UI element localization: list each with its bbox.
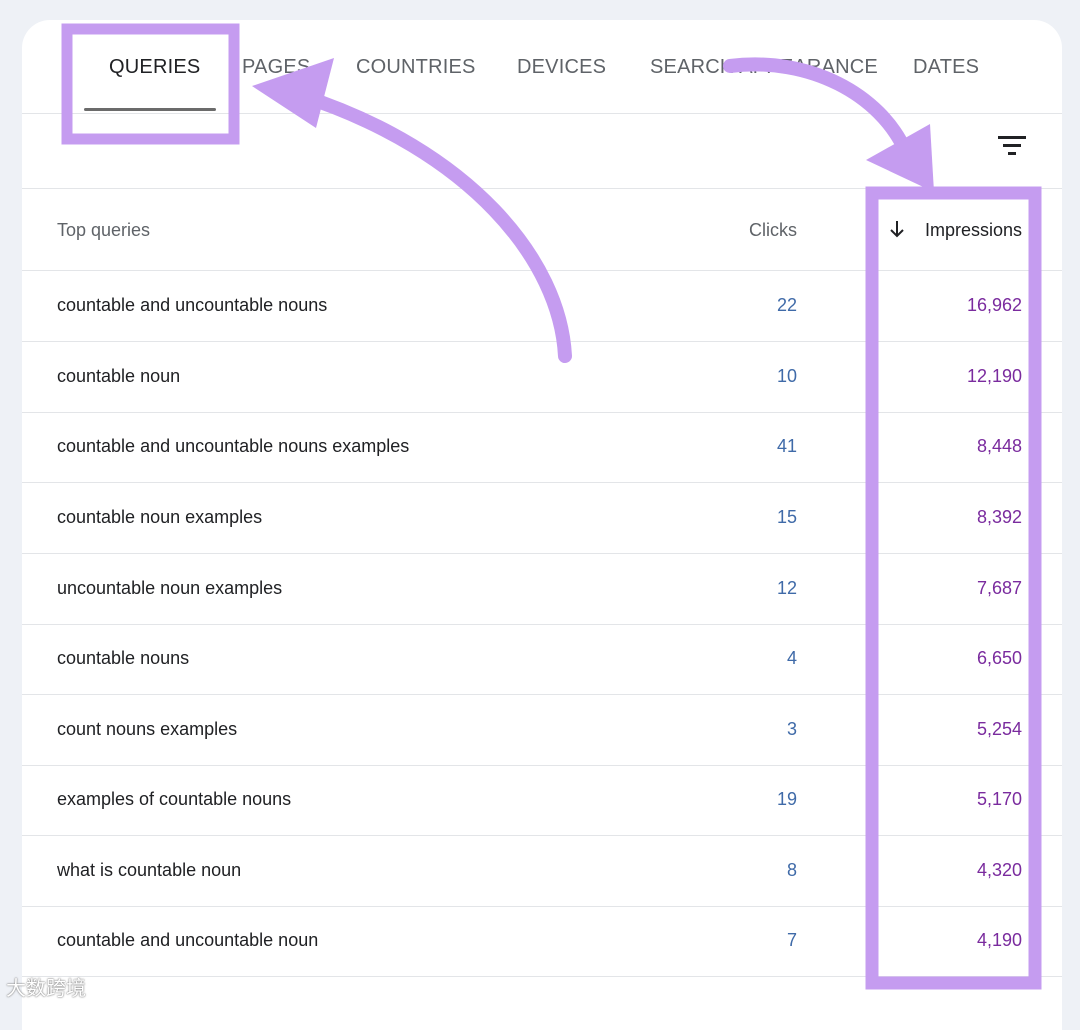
clicks-cell: 41 [776, 436, 797, 456]
arrow-down-icon[interactable] [887, 218, 907, 240]
tab-queries[interactable]: QUERIES [109, 56, 201, 78]
clicks-cell: 10 [776, 366, 797, 386]
table-row[interactable]: count nouns examples 3 5,254 [22, 695, 1062, 766]
impressions-cell: 16,962 [966, 295, 1022, 315]
clicks-cell: 8 [786, 860, 797, 880]
query-cell: countable and uncountable noun [57, 930, 319, 950]
query-cell: countable nouns [57, 648, 190, 668]
clicks-cell: 15 [776, 507, 797, 527]
filter-icon[interactable] [996, 132, 1028, 160]
impressions-cell: 7,687 [976, 578, 1022, 598]
clicks-cell: 19 [776, 789, 797, 809]
query-cell: uncountable noun examples [57, 578, 283, 598]
table-row[interactable]: countable noun examples 15 8,392 [22, 483, 1062, 554]
active-tab-indicator [84, 108, 216, 111]
column-header-clicks[interactable]: Clicks [749, 220, 797, 240]
watermark: 大数跨境 [6, 978, 86, 1000]
performance-report-card: QUERIES PAGES COUNTRIES DEVICES SEARCH A… [22, 20, 1062, 1030]
query-cell: countable noun examples [57, 507, 263, 527]
table-header: Top queries Clicks Impressions [22, 189, 1062, 271]
query-cell: countable noun [57, 366, 181, 386]
clicks-cell: 12 [776, 578, 797, 598]
impressions-cell: 8,392 [976, 507, 1022, 527]
tab-devices[interactable]: DEVICES [517, 56, 607, 78]
table-row[interactable]: examples of countable nouns 19 5,170 [22, 765, 1062, 836]
tab-dates[interactable]: DATES [913, 56, 980, 78]
impressions-cell: 5,254 [976, 719, 1022, 739]
table-row[interactable]: countable noun 10 12,190 [22, 342, 1062, 413]
impressions-cell: 6,650 [976, 648, 1022, 668]
tab-search-appearance[interactable]: SEARCH APPEARANCE [650, 56, 878, 78]
table-toolbar [22, 114, 1062, 189]
tab-pages[interactable]: PAGES [242, 56, 311, 78]
table-row[interactable]: countable nouns 4 6,650 [22, 624, 1062, 695]
table-row[interactable]: what is countable noun 8 4,320 [22, 836, 1062, 907]
query-cell: count nouns examples [57, 719, 238, 739]
clicks-cell: 4 [786, 648, 797, 668]
impressions-cell: 12,190 [966, 366, 1022, 386]
report-tabs: QUERIES PAGES COUNTRIES DEVICES SEARCH A… [22, 20, 1062, 114]
impressions-cell: 5,170 [976, 789, 1022, 809]
query-cell: countable and uncountable nouns examples [57, 436, 410, 456]
query-cell: what is countable noun [57, 860, 242, 880]
query-cell: countable and uncountable nouns [57, 295, 328, 315]
column-header-impressions[interactable]: Impressions [924, 220, 1022, 240]
clicks-cell: 7 [786, 930, 797, 950]
table-row[interactable]: countable and uncountable nouns examples… [22, 412, 1062, 483]
impressions-cell: 4,190 [976, 930, 1022, 950]
clicks-cell: 3 [786, 719, 797, 739]
table-row[interactable]: countable and uncountable nouns 22 16,96… [22, 271, 1062, 342]
query-cell: examples of countable nouns [57, 789, 292, 809]
table-row[interactable]: countable and uncountable noun 7 4,190 [22, 906, 1062, 977]
tab-countries[interactable]: COUNTRIES [356, 56, 476, 78]
impressions-cell: 4,320 [976, 860, 1022, 880]
column-header-top-queries[interactable]: Top queries [57, 220, 151, 240]
clicks-cell: 22 [776, 295, 797, 315]
table-row[interactable]: uncountable noun examples 12 7,687 [22, 554, 1062, 625]
impressions-cell: 8,448 [976, 436, 1022, 456]
